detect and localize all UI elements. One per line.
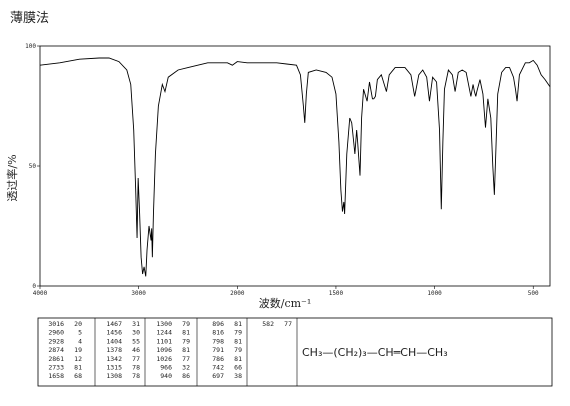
peak-wavenumber: 1096 [156, 346, 172, 354]
peak-transmittance: 77 [182, 355, 190, 363]
peak-wavenumber: 786 [212, 355, 224, 363]
peak-wavenumber: 1658 [48, 372, 64, 380]
peak-wavenumber: 1244 [156, 329, 172, 337]
peak-wavenumber: 1315 [106, 364, 122, 372]
peak-wavenumber: 582 [262, 320, 274, 328]
peak-wavenumber: 1300 [156, 320, 172, 328]
y-axis-label: 透过率/% [5, 154, 19, 201]
peak-transmittance: 68 [74, 372, 82, 380]
chart-title: 薄膜法 [10, 11, 49, 26]
peak-transmittance: 20 [74, 320, 82, 328]
peak-wavenumber: 3016 [48, 320, 64, 328]
peak-wavenumber: 2960 [48, 329, 64, 337]
peak-wavenumber: 940 [160, 372, 172, 380]
peak-wavenumber: 798 [212, 337, 224, 345]
peak-wavenumber: 2874 [48, 346, 64, 354]
peak-wavenumber: 1026 [156, 355, 172, 363]
peak-transmittance: 81 [234, 320, 242, 328]
x-tick-label: 1500 [329, 290, 344, 297]
peak-transmittance: 66 [234, 364, 242, 372]
peak-transmittance: 12 [74, 355, 82, 363]
peak-wavenumber: 2861 [48, 355, 64, 363]
peak-wavenumber: 697 [212, 372, 224, 380]
peak-transmittance: 86 [182, 372, 190, 380]
peak-wavenumber: 1308 [106, 372, 122, 380]
peak-wavenumber: 1101 [156, 337, 172, 345]
peak-transmittance: 81 [182, 346, 190, 354]
peak-wavenumber: 966 [160, 364, 172, 372]
peak-wavenumber: 1467 [106, 320, 122, 328]
peak-wavenumber: 1404 [106, 337, 122, 345]
peak-table-frame [37, 317, 553, 387]
peak-transmittance: 81 [234, 355, 242, 363]
peak-wavenumber: 791 [212, 346, 224, 354]
x-tick-label: 1000 [427, 290, 442, 297]
peak-wavenumber: 1456 [106, 329, 122, 337]
x-tick-label: 2000 [230, 290, 245, 297]
peak-transmittance: 4 [78, 337, 82, 345]
peak-transmittance: 5 [78, 329, 82, 337]
peak-wavenumber: 816 [212, 329, 224, 337]
y-tick-label: 50 [29, 163, 37, 170]
peak-transmittance: 77 [132, 355, 140, 363]
peak-transmittance: 31 [132, 320, 140, 328]
peak-wavenumber: 2733 [48, 364, 64, 372]
peak-wavenumber: 896 [212, 320, 224, 328]
x-axis-label: 波数/cm⁻¹ [259, 297, 312, 310]
y-tick-label: 0 [32, 283, 36, 290]
x-tick-label: 3000 [131, 290, 146, 297]
x-tick-label: 4000 [33, 290, 48, 297]
peak-wavenumber: 1342 [106, 355, 122, 363]
structure-formula: CH₃—(CH₂)₃—CH═CH—CH₃ [302, 346, 448, 359]
peak-transmittance: 30 [132, 329, 140, 337]
y-tick-label: 100 [25, 43, 36, 50]
peak-wavenumber: 742 [212, 364, 224, 372]
peak-transmittance: 79 [234, 346, 242, 354]
plot-frame [39, 45, 551, 287]
peak-transmittance: 77 [284, 320, 292, 328]
peak-transmittance: 79 [182, 320, 190, 328]
peak-transmittance: 32 [182, 364, 190, 372]
spectrum-line [39, 57, 551, 277]
x-tick-label: 500 [528, 290, 539, 297]
peak-transmittance: 78 [132, 372, 140, 380]
peak-transmittance: 46 [132, 346, 140, 354]
peak-transmittance: 81 [182, 329, 190, 337]
peak-transmittance: 79 [182, 337, 190, 345]
peak-transmittance: 78 [132, 364, 140, 372]
peak-wavenumber: 1378 [106, 346, 122, 354]
peak-transmittance: 81 [234, 337, 242, 345]
peak-transmittance: 79 [234, 329, 242, 337]
peak-transmittance: 19 [74, 346, 82, 354]
peak-transmittance: 81 [74, 364, 82, 372]
peak-transmittance: 55 [132, 337, 140, 345]
peak-wavenumber: 2928 [48, 337, 64, 345]
peak-transmittance: 38 [234, 372, 242, 380]
